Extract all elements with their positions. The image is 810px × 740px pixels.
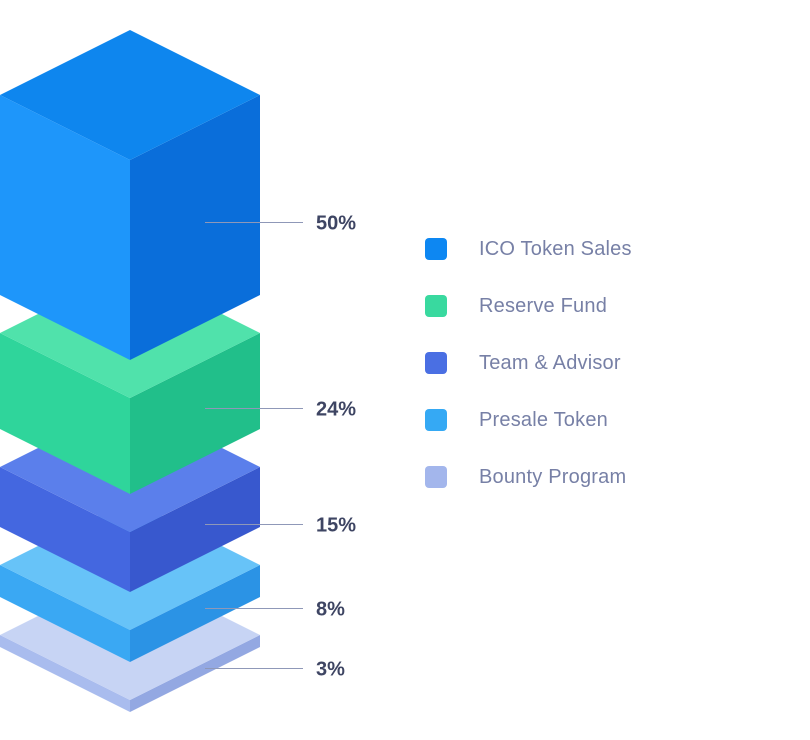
- face-right: [130, 565, 260, 662]
- legend-item-team-advisor: Team & Advisor: [425, 352, 632, 374]
- face-right: [130, 467, 260, 592]
- legend-item-bounty-program: Bounty Program: [425, 466, 632, 488]
- legend-label-team-advisor: Team & Advisor: [479, 351, 621, 374]
- legend-label-reserve-fund: Reserve Fund: [479, 294, 608, 317]
- legend-swatch-presale-token: [425, 409, 447, 431]
- segment-ico-token-sales: [0, 30, 260, 360]
- face-left: [0, 635, 130, 712]
- legend-swatch-reserve-fund: [425, 295, 447, 317]
- legend-label-ico-token-sales: ICO Token Sales: [479, 237, 632, 260]
- legend-label-presale-token: Presale Token: [479, 408, 608, 431]
- face-top: [0, 30, 260, 160]
- face-left: [0, 95, 130, 360]
- legend-swatch-ico-token-sales: [425, 238, 447, 260]
- face-right: [130, 95, 260, 360]
- legend-item-ico-token-sales: ICO Token Sales: [425, 238, 632, 260]
- face-left: [0, 467, 130, 592]
- face-right: [130, 635, 260, 712]
- percent-label-bounty-program: 3%: [316, 659, 345, 681]
- isometric-stack-chart: 50% 24% 15% 8% 3%: [0, 30, 356, 712]
- percent-label-reserve-fund: 24%: [316, 399, 356, 421]
- chart-legend: ICO Token Sales Reserve Fund Team & Advi…: [425, 238, 632, 523]
- face-right: [130, 333, 260, 494]
- legend-swatch-team-advisor: [425, 352, 447, 374]
- legend-label-bounty-program: Bounty Program: [479, 465, 627, 488]
- percent-label-ico-token-sales: 50%: [316, 213, 356, 235]
- face-left: [0, 565, 130, 662]
- legend-item-reserve-fund: Reserve Fund: [425, 295, 632, 317]
- face-left: [0, 333, 130, 494]
- percent-label-team-advisor: 15%: [316, 515, 356, 537]
- legend-item-presale-token: Presale Token: [425, 409, 632, 431]
- percent-label-presale-token: 8%: [316, 599, 345, 621]
- legend-swatch-bounty-program: [425, 466, 447, 488]
